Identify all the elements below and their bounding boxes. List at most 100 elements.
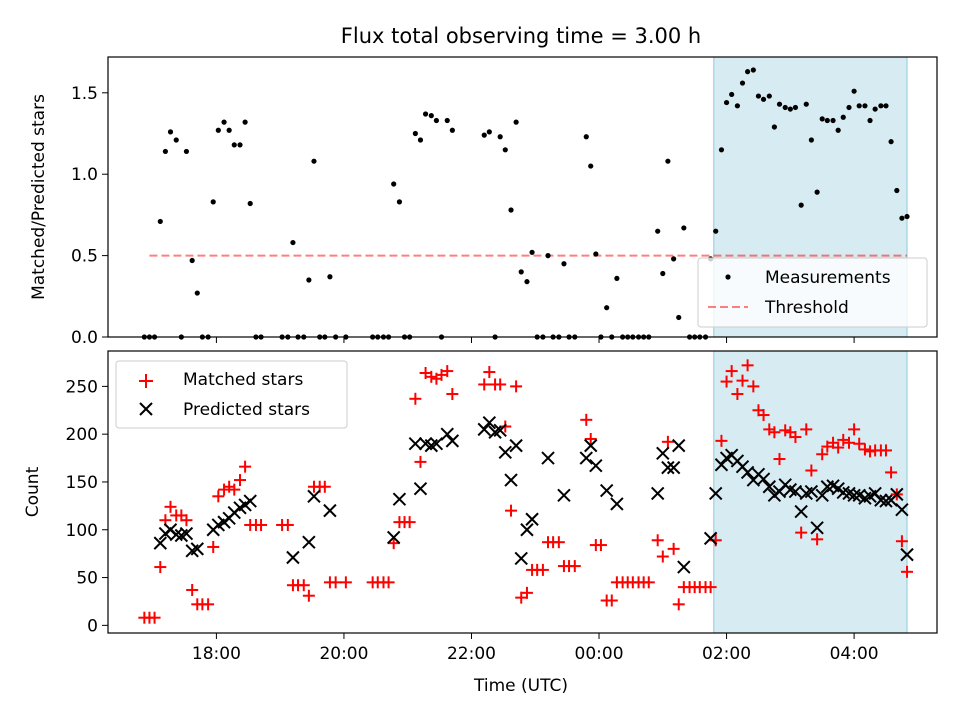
predicted-star-point <box>900 547 914 562</box>
measurement-point <box>604 305 610 311</box>
matched-star-point <box>763 423 776 436</box>
bottom-legend: Matched stars Predicted stars <box>115 360 348 429</box>
matched-star-point <box>811 533 824 546</box>
matched-star-point <box>741 359 754 372</box>
matched-star-point <box>414 455 427 468</box>
measurement-point <box>878 103 884 109</box>
predicted-star-point <box>709 486 723 501</box>
measurement-point <box>231 142 237 148</box>
matched-star-point <box>773 453 786 466</box>
predicted-star-point <box>847 488 861 503</box>
matched-star-point <box>642 576 655 589</box>
measurement-point <box>396 199 403 205</box>
measurement-point <box>814 189 820 195</box>
measurement-point <box>561 261 567 267</box>
matched-star-point <box>382 576 395 589</box>
measurement-point <box>167 129 174 135</box>
matched-star-point <box>281 518 294 531</box>
bottom-x-tick-label: 18:00 <box>192 644 241 664</box>
measurement-point <box>221 119 227 125</box>
measurement-point <box>449 127 455 133</box>
measurement-point <box>803 101 809 107</box>
matched-star-point <box>651 534 664 547</box>
matched-star-point <box>768 426 781 439</box>
predicted-star-point <box>610 497 624 511</box>
matched-star-point <box>494 378 507 391</box>
measurement-point <box>798 202 804 208</box>
measurement-point <box>739 80 746 86</box>
predicted-star-point <box>879 494 893 508</box>
top-x-ticks <box>215 337 855 343</box>
measurement-point <box>417 137 424 143</box>
measurement-point <box>824 117 830 124</box>
measurement-point <box>904 213 910 220</box>
bottom-panel: 0 50 100 150 200 250 18:00 20:00 22:00 00:00 02:0… <box>23 350 938 696</box>
measurement-point <box>760 96 767 102</box>
measurement-point <box>755 93 762 99</box>
bottom-x-ticks: 18:00 20:00 22:00 00:00 02:00 04:00 <box>192 633 879 664</box>
matched-star-point <box>795 526 808 539</box>
bottom-x-tick-label: 22:00 <box>447 644 496 664</box>
matched-star-point <box>403 516 416 529</box>
top-panel: 0.0 0.5 1.0 1.5 Matched/Predicted stars Mea… <box>29 56 938 348</box>
measurement-point <box>782 104 788 111</box>
top-y-ticks: 0.0 0.5 1.0 1.5 <box>71 84 108 348</box>
measurement-point <box>588 163 594 169</box>
measurement-point <box>157 218 163 225</box>
measurement-point <box>681 225 687 231</box>
predicted-star-point <box>525 512 539 526</box>
predicted-star-point <box>509 438 523 453</box>
measurement-point <box>183 148 190 155</box>
matched-star-point <box>297 579 310 592</box>
predicted-star-point <box>579 451 593 465</box>
legend-measurements-label: Measurements <box>765 268 891 288</box>
top-legend: Measurements Threshold <box>697 257 928 328</box>
measurement-point <box>840 114 846 120</box>
matched-star-point <box>510 380 523 393</box>
matched-star-point <box>329 576 342 589</box>
predicted-star-point <box>541 451 555 465</box>
matched-star-point <box>446 388 459 401</box>
matched-star-point <box>879 444 892 457</box>
matched-star-point <box>255 518 268 531</box>
predicted-star-point <box>493 423 507 438</box>
measurement-point <box>851 88 857 94</box>
measurement-point <box>894 187 900 194</box>
measurement-point <box>162 148 168 155</box>
top-axes-frame <box>107 56 938 338</box>
predicted-star-point <box>179 526 194 541</box>
measurement-point <box>856 103 862 109</box>
matched-star-point <box>594 539 607 552</box>
top-y-tick-label: 0.5 <box>71 247 98 267</box>
matched-star-point <box>478 378 491 391</box>
matched-stars-points <box>138 359 914 624</box>
matched-star-point <box>212 490 225 503</box>
measurement-point <box>899 215 905 221</box>
predicted-star-point <box>504 473 518 487</box>
predicted-star-point <box>740 465 755 480</box>
matched-star-point <box>832 441 845 454</box>
measurement-point <box>872 106 878 112</box>
measurement-point <box>787 106 793 112</box>
bottom-axes-frame <box>107 350 938 634</box>
measurement-point <box>792 104 799 111</box>
measurement-point <box>194 290 200 296</box>
measurement-point <box>481 132 487 138</box>
predicted-star-point <box>650 486 665 501</box>
predicted-star-point <box>874 493 888 507</box>
predicted-star-point <box>656 446 670 460</box>
predicted-star-point <box>190 542 204 556</box>
matched-star-point <box>154 561 167 574</box>
measurement-point <box>237 142 243 148</box>
predicted-star-point <box>666 460 681 475</box>
matched-star-point <box>164 500 177 513</box>
predicted-star-point <box>445 434 460 448</box>
matched-star-point <box>580 413 593 426</box>
measurement-point <box>723 99 730 106</box>
measurement-point <box>502 147 508 153</box>
matched-star-point <box>207 540 220 553</box>
matched-star-point <box>805 464 818 477</box>
matched-star-point <box>747 380 760 393</box>
matched-star-point <box>339 576 352 589</box>
measurement-point <box>327 274 333 280</box>
